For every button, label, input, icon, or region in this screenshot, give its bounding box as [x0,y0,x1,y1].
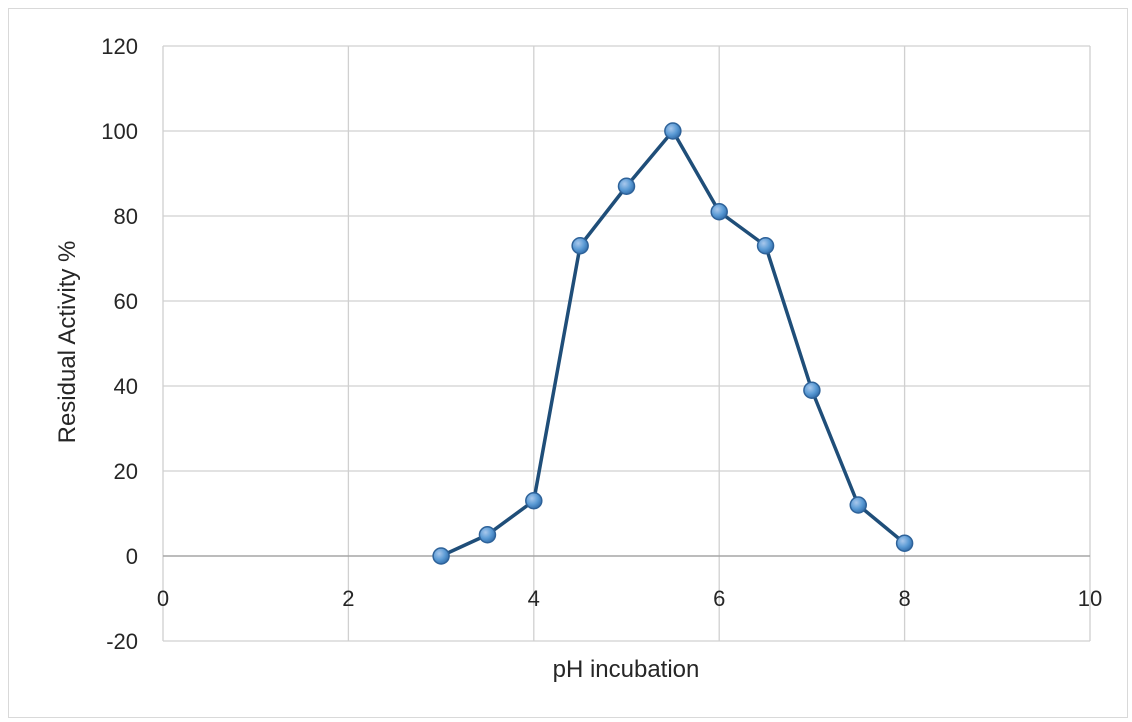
data-point [571,237,589,255]
x-tick-label: 2 [342,586,354,611]
x-tick-label: 8 [898,586,910,611]
y-tick-label: -20 [106,629,138,654]
x-tick-label: 4 [528,586,540,611]
data-point [664,122,682,140]
data-point [617,177,636,195]
y-axis-title: Residual Activity % [54,241,81,444]
y-tick-label: 80 [114,204,138,229]
y-tick-label: 40 [114,374,138,399]
y-tick-label: 100 [101,119,138,144]
y-tick-label: 0 [126,544,138,569]
data-point [432,547,450,565]
data-point [756,237,775,255]
x-tick-label: 10 [1078,586,1102,611]
x-tick-label: 6 [713,586,725,611]
x-axis-title: pH incubation [553,656,700,683]
gridlines [162,45,1091,642]
tick-labels: -20 0 20 40 60 80 100 120 0 2 4 6 8 10 [101,34,1102,654]
data-point [895,534,914,552]
data-point [525,492,543,510]
data-point [803,381,821,399]
data-point [849,496,867,514]
data-point [478,526,497,544]
series-line [439,129,907,558]
data-point [710,203,728,221]
y-tick-label: 60 [114,289,138,314]
data-series [432,122,914,565]
x-tick-label: 0 [157,586,169,611]
chart-frame [8,8,1128,718]
y-tick-label: 20 [114,459,138,484]
y-tick-label: 120 [101,34,138,59]
